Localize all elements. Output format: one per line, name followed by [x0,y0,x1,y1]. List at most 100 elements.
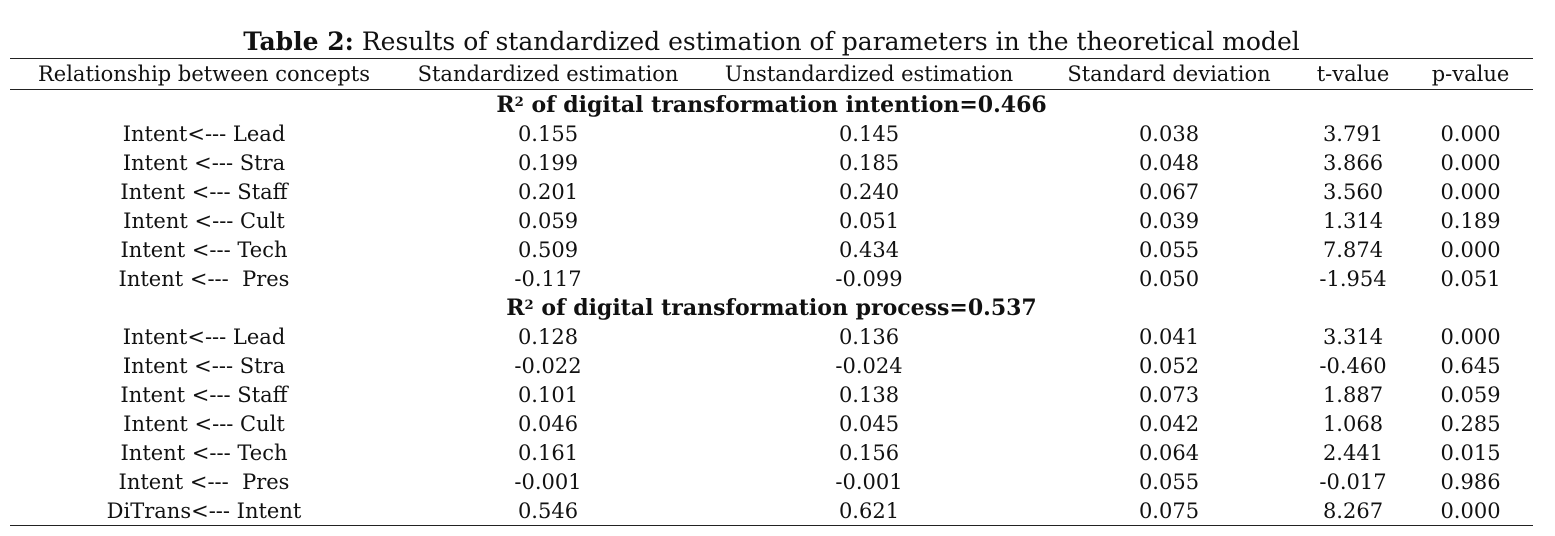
std-deviation-cell: 0.050 [1138,266,1200,291]
t-value-cell: 7.874 [1322,237,1384,262]
t-value-cell: -0.460 [1319,353,1387,378]
std-deviation-cell: 0.055 [1138,237,1200,262]
std-deviation-cell: 0.041 [1138,324,1200,349]
standardized-cell: -0.022 [514,353,582,378]
table-row: Intent <--- Tech 0.509 0.434 0.055 7.874 0.00… [10,235,1533,264]
results-table: Relationship between concepts Standardiz… [10,58,1533,526]
relationship-cell: DiTrans<--- Intent [10,496,398,526]
table-row: Intent<--- Lead 0.155 0.145 0.038 3.791 0.000 [10,119,1533,148]
relationship-cell: Intent <--- Cult [123,411,285,436]
standardized-cell: 0.161 [517,440,579,465]
unstandardized-cell: 0.621 [698,496,1040,526]
unstandardized-cell: 0.156 [838,440,900,465]
section-title: R2 of digital transformation intention=0… [10,90,1533,120]
unstandardized-cell: -0.024 [835,353,903,378]
column-header-t-value: t-value [1298,58,1408,90]
standardized-cell: -0.001 [514,469,582,494]
table-caption: Table 2: Results of standardized estimat… [0,26,1543,58]
p-value-cell: 0.000 [1440,179,1501,204]
standardized-cell: 0.546 [398,496,698,526]
standardized-cell: 0.509 [517,237,579,262]
table-row: Intent <--- Tech 0.161 0.156 0.064 2.441 0.01… [10,438,1533,467]
standardized-cell: 0.155 [517,121,579,146]
section-header-row: R2 of digital transformation process=0.5… [10,293,1533,322]
relationship-cell: Intent <--- Staff [120,382,288,407]
unstandardized-cell: 0.045 [838,411,900,436]
unstandardized-cell: 0.185 [838,150,900,175]
std-deviation-cell: 0.064 [1138,440,1200,465]
p-value-cell: 0.051 [1440,266,1501,291]
header-row: Relationship between concepts Standardiz… [10,58,1533,90]
table-row: Intent <--- Cult 0.059 0.051 0.039 1.314 0.18… [10,206,1533,235]
t-value-cell: -0.017 [1319,469,1387,494]
p-value-cell: 0.015 [1440,440,1501,465]
section-title-text: of digital transformation process=0.537 [533,294,1037,321]
p-value-cell: 0.986 [1440,469,1501,494]
column-header-unstandardized: Unstandardized estimation [698,58,1040,90]
unstandardized-cell: 0.434 [838,237,900,262]
standardized-cell: 0.059 [517,208,579,233]
table-row: Intent <--- Staff 0.201 0.240 0.067 3.560 0.0… [10,177,1533,206]
p-value-cell: 0.000 [1408,496,1533,526]
section-title: R2 of digital transformation process=0.5… [10,293,1533,322]
table-caption-text: Results of standardized estimation of pa… [353,27,1300,56]
relationship-cell: Intent <--- Staff [120,179,288,204]
t-value-cell: 1.314 [1322,208,1384,233]
standardized-cell: -0.117 [514,266,582,291]
column-header-relationship: Relationship between concepts [10,58,398,90]
p-value-cell: 0.189 [1440,208,1501,233]
std-deviation-cell: 0.039 [1138,208,1200,233]
table-row: Intent <--- Staff 0.101 0.138 0.073 1.887 0.0… [10,380,1533,409]
std-deviation-cell: 0.075 [1040,496,1298,526]
t-value-cell: 3.314 [1322,324,1384,349]
table-row: Intent <--- Cult 0.046 0.045 0.042 1.068 0.28… [10,409,1533,438]
std-deviation-cell: 0.055 [1138,469,1200,494]
std-deviation-cell: 0.048 [1138,150,1200,175]
r-squared-label: R [496,91,515,118]
t-value-cell: 3.791 [1322,121,1384,146]
table-caption-label: Table 2: [243,27,354,56]
t-value-cell: 3.560 [1322,179,1384,204]
t-value-cell: -1.954 [1319,266,1387,291]
relationship-cell: Intent <--- Tech [120,237,288,262]
section-title-text: of digital transformation intention=0.46… [523,91,1047,118]
p-value-cell: 0.000 [1440,324,1501,349]
column-header-standardized: Standardized estimation [398,58,698,90]
r-squared-superscript: 2 [514,94,524,110]
std-deviation-cell: 0.052 [1138,353,1200,378]
std-deviation-cell: 0.042 [1138,411,1200,436]
column-header-std-deviation: Standard deviation [1040,58,1298,90]
unstandardized-cell: 0.145 [838,121,900,146]
p-value-cell: 0.000 [1440,237,1501,262]
table-row: Intent <--- Stra 0.199 0.185 0.048 3.866 0.00… [10,148,1533,177]
t-value-cell: 1.068 [1322,411,1384,436]
relationship-cell: Intent <--- Cult [123,208,285,233]
standardized-cell: 0.128 [517,324,579,349]
relationship-cell: Intent <--- Pres [118,469,290,494]
unstandardized-cell: 0.138 [838,382,900,407]
standardized-cell: 0.199 [517,150,579,175]
table-row: Intent <--- Pres -0.001 -0.001 0.055 -0.017 0… [10,467,1533,496]
section-header-row: R2 of digital transformation intention=0… [10,90,1533,120]
relationship-cell: Intent <--- Stra [122,150,286,175]
p-value-cell: 0.059 [1440,382,1501,407]
standardized-cell: 0.046 [517,411,579,436]
table-row: Intent <--- Stra -0.022 -0.024 0.052 -0.460 0… [10,351,1533,380]
p-value-cell: 0.285 [1440,411,1501,436]
unstandardized-cell: 0.136 [838,324,900,349]
relationship-cell: Intent <--- Tech [120,440,288,465]
unstandardized-cell: -0.099 [835,266,903,291]
column-header-p-value: p-value [1408,58,1533,90]
table-row: DiTrans<--- Intent 0.546 0.621 0.075 8.267 0.… [10,496,1533,526]
t-value-cell: 2.441 [1322,440,1384,465]
t-value-cell: 1.887 [1322,382,1384,407]
t-value-cell: 8.267 [1298,496,1408,526]
relationship-cell: Intent<--- Lead [122,121,286,146]
table-row: Intent<--- Lead 0.128 0.136 0.041 3.314 0.000 [10,322,1533,351]
unstandardized-cell: -0.001 [835,469,903,494]
p-value-cell: 0.645 [1440,353,1501,378]
t-value-cell: 3.866 [1322,150,1384,175]
unstandardized-cell: 0.051 [838,208,900,233]
std-deviation-cell: 0.073 [1138,382,1200,407]
relationship-cell: Intent <--- Stra [122,353,286,378]
